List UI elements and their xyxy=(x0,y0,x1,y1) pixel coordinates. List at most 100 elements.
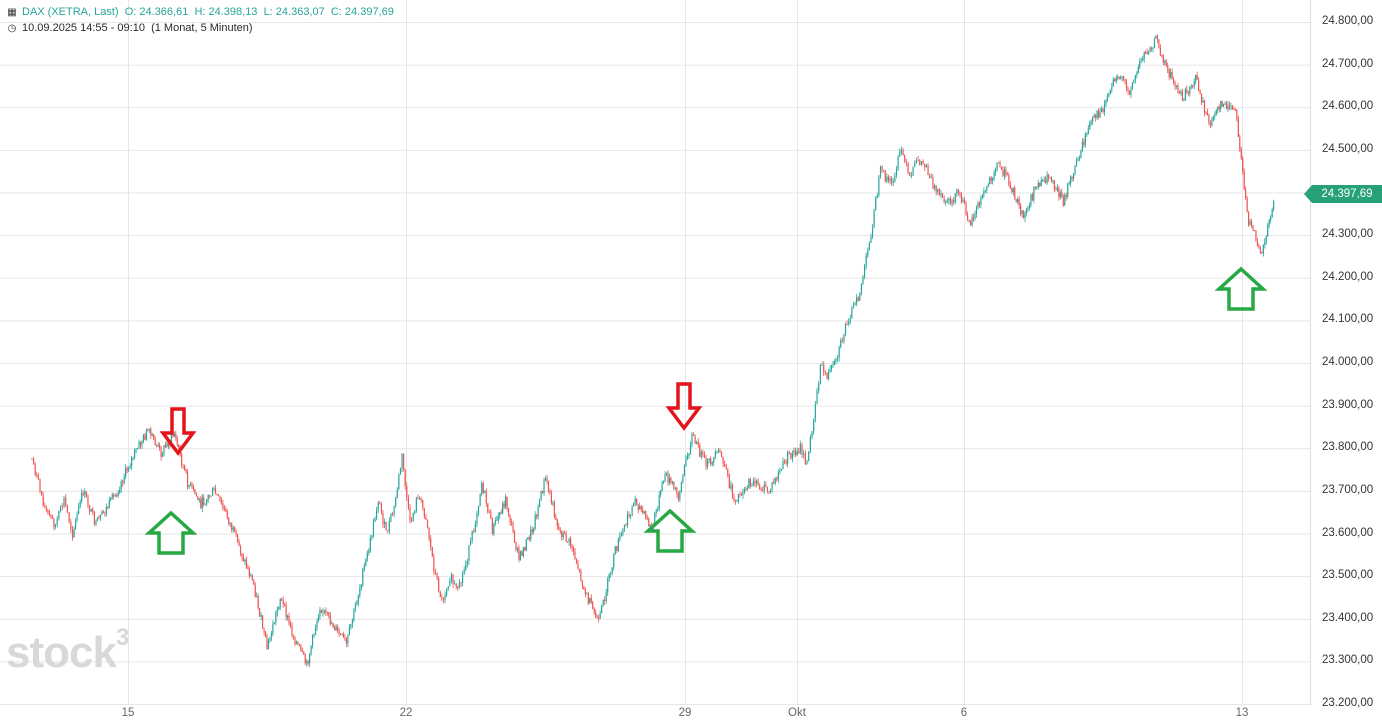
price-tick-label: 23.300,00 xyxy=(1322,654,1374,667)
candle-body xyxy=(178,444,180,449)
candle-body xyxy=(222,503,224,509)
candle-body xyxy=(481,483,483,495)
candle-body xyxy=(465,564,467,570)
price-tick-label: 23.400,00 xyxy=(1322,611,1374,624)
candle-body xyxy=(779,470,781,473)
candle-body xyxy=(668,477,671,483)
candle-body xyxy=(531,529,533,532)
candle-body xyxy=(1039,183,1041,186)
candle-body xyxy=(201,497,203,509)
candle-body xyxy=(31,458,33,460)
candle-body xyxy=(37,475,39,480)
candle-body xyxy=(662,481,665,483)
candle-body xyxy=(1075,159,1078,167)
candle-body xyxy=(762,490,764,491)
candles xyxy=(31,34,1275,668)
candle-body xyxy=(144,435,146,440)
candle-body xyxy=(502,503,504,514)
candle-body xyxy=(555,516,557,521)
candle-body xyxy=(59,505,62,512)
candle-body xyxy=(938,189,940,196)
candle-body xyxy=(937,189,939,192)
candle-body xyxy=(592,601,594,609)
candle-body xyxy=(338,629,340,635)
candle-body xyxy=(759,484,761,490)
candle-body xyxy=(957,189,960,193)
candle-body xyxy=(752,480,755,486)
candle-body xyxy=(561,530,563,538)
candle-body xyxy=(203,497,205,505)
candle-body xyxy=(876,195,878,198)
candle-body xyxy=(932,177,934,189)
candle-body xyxy=(956,189,958,194)
candle-body xyxy=(754,480,756,485)
candle-body xyxy=(578,569,581,571)
candle-body xyxy=(1212,116,1214,122)
candle-body xyxy=(286,615,289,618)
candle-body xyxy=(692,434,695,436)
candle-body xyxy=(206,499,208,504)
candle-body xyxy=(316,620,318,628)
candle-body xyxy=(157,445,159,446)
candle-body xyxy=(1080,150,1082,159)
candle-body xyxy=(722,457,724,465)
candle-body xyxy=(366,552,368,560)
candle-body xyxy=(125,467,127,477)
candle-body xyxy=(279,599,281,608)
candle-body xyxy=(74,519,77,529)
stock3-logo: stock3 xyxy=(6,624,129,677)
candle-body xyxy=(410,520,413,522)
candle-body xyxy=(935,185,937,192)
candle-body xyxy=(873,209,875,228)
candle-body xyxy=(655,510,657,514)
candle-body xyxy=(919,160,921,165)
candle-body xyxy=(915,159,918,164)
candle-body xyxy=(304,654,306,664)
candle-body xyxy=(1061,192,1063,198)
candle-body xyxy=(96,518,99,521)
candle-body xyxy=(430,538,432,548)
candle-body xyxy=(1267,224,1269,237)
candle-body xyxy=(297,641,299,645)
candle-body xyxy=(1202,100,1204,103)
candle-body xyxy=(811,431,813,438)
candle-body xyxy=(894,175,896,182)
candle-body xyxy=(442,599,445,601)
bar-chart-icon[interactable]: ▦ xyxy=(7,7,17,18)
candle-body xyxy=(41,491,43,496)
candle-body xyxy=(111,495,113,498)
candle-body xyxy=(691,434,693,445)
candle-body xyxy=(156,445,158,447)
candle-body xyxy=(686,456,689,459)
candle-body xyxy=(500,512,502,514)
candle-body xyxy=(56,518,58,525)
open-value: O: 24.366,61 xyxy=(124,6,189,18)
candle-body xyxy=(617,539,619,551)
arrow-up-icon xyxy=(144,510,198,555)
candle-body xyxy=(598,618,600,619)
candle-body xyxy=(703,454,706,458)
candle-body xyxy=(1012,187,1014,193)
price-tick-label: 24.000,00 xyxy=(1322,356,1374,368)
candle-body xyxy=(284,604,286,606)
candle-body xyxy=(989,177,991,185)
candle-body xyxy=(1271,209,1273,217)
candle-body xyxy=(214,488,217,494)
candle-body xyxy=(348,627,351,636)
candle-body xyxy=(990,177,992,181)
candle-body xyxy=(376,510,378,519)
candle-body xyxy=(313,634,315,635)
candle-body xyxy=(487,503,489,513)
candle-body xyxy=(310,646,312,654)
candle-body xyxy=(476,513,478,524)
candle-body xyxy=(1043,179,1045,181)
candle-body xyxy=(1211,121,1213,126)
candle-body xyxy=(256,596,258,598)
candle-body xyxy=(300,645,302,651)
candle-body xyxy=(129,466,131,469)
candle-body xyxy=(99,514,102,519)
candle-body xyxy=(1170,72,1172,78)
candle-body xyxy=(1046,174,1048,183)
candle-body xyxy=(50,514,52,516)
